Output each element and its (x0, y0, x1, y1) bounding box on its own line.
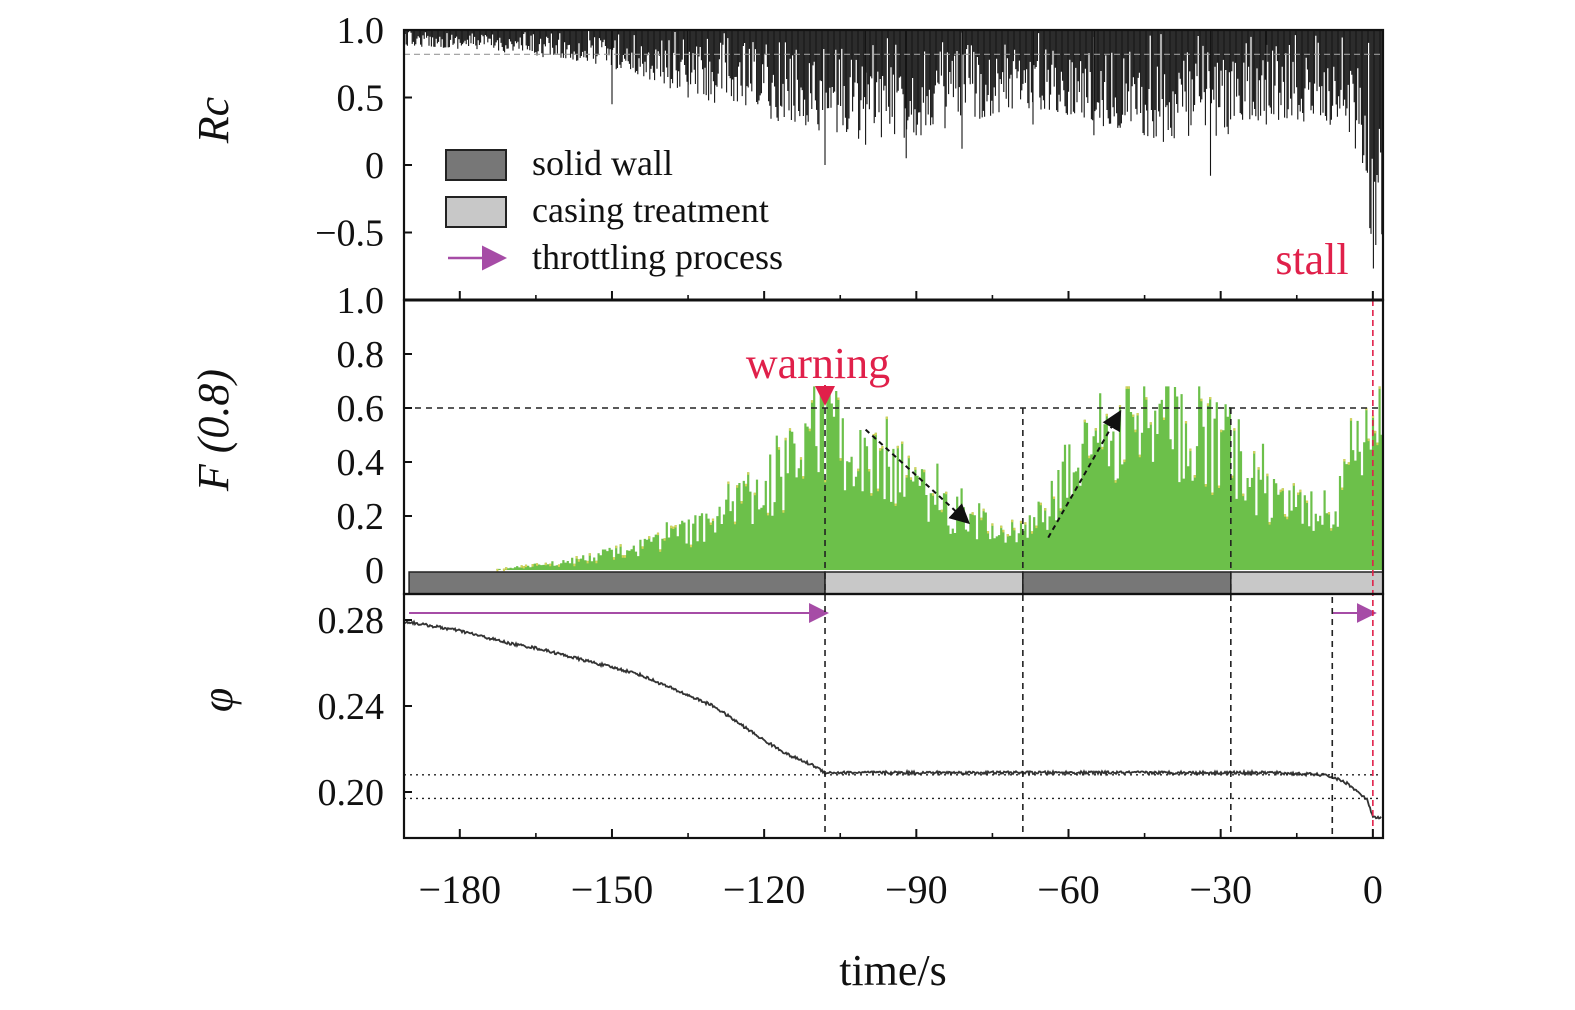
x-axis-label: time/s (839, 946, 947, 995)
f-trend-arrow-1 (1047, 409, 1122, 539)
rc-y-tick-label: −0.5 (315, 213, 384, 255)
rc-y-tick-label: 0.5 (337, 78, 385, 120)
f-y-axis-label: F (0.8) (189, 369, 238, 492)
rc-y-tick-label: 1.0 (337, 10, 385, 52)
rc-y-tick-label: 0 (365, 145, 384, 187)
x-tick-label: −90 (885, 867, 948, 912)
phi-y-tick-label: 0.24 (318, 686, 385, 728)
legend-swatch-solid-wall (445, 149, 507, 181)
f-trend-arrow-0 (864, 428, 971, 525)
config-segment-1 (824, 571, 1024, 595)
config-segment-2 (1022, 571, 1232, 595)
axes-frames (402, 28, 1385, 840)
x-tick-label: −30 (1189, 867, 1252, 912)
f-panel (404, 385, 1384, 595)
panel-frame-2 (402, 592, 1385, 840)
warning-annotation: warning (746, 339, 890, 388)
legend-label: throttling process (532, 237, 783, 277)
legend-label: solid wall (532, 143, 673, 183)
rc-y-axis-label: Rc (189, 96, 238, 144)
f-y-tick-label: 0.6 (337, 388, 385, 430)
phi-y-tick-label: 0.28 (318, 600, 385, 642)
f-y-tick-label: 1.0 (337, 280, 385, 322)
f-y-tick-label: 0.8 (337, 334, 385, 376)
f-y-tick-label: 0 (365, 550, 384, 592)
text-layer: 1.00.50−0.51.00.80.60.40.200.280.240.20−… (189, 10, 1383, 995)
f-y-tick-label: 0.4 (337, 442, 385, 484)
phi-panel (404, 603, 1383, 820)
x-tick-label: −120 (723, 867, 806, 912)
x-tick-label: −150 (571, 867, 654, 912)
config-segment-3 (1230, 571, 1384, 595)
x-tick-label: 0 (1363, 867, 1383, 912)
f-bar-tips (496, 386, 1381, 572)
config-segment-0 (408, 571, 826, 595)
f-bars (496, 386, 1383, 570)
legend-swatch-casing-treatment (445, 196, 507, 228)
phi-series-line (404, 619, 1382, 820)
f-y-tick-label: 0.2 (337, 496, 385, 538)
x-tick-label: −180 (419, 867, 502, 912)
phi-y-axis-label: φ (193, 688, 242, 712)
x-tick-label: −60 (1037, 867, 1100, 912)
stall-annotation: stall (1275, 235, 1348, 284)
legend-label: casing treatment (532, 190, 769, 230)
phi-y-tick-label: 0.20 (318, 772, 385, 814)
